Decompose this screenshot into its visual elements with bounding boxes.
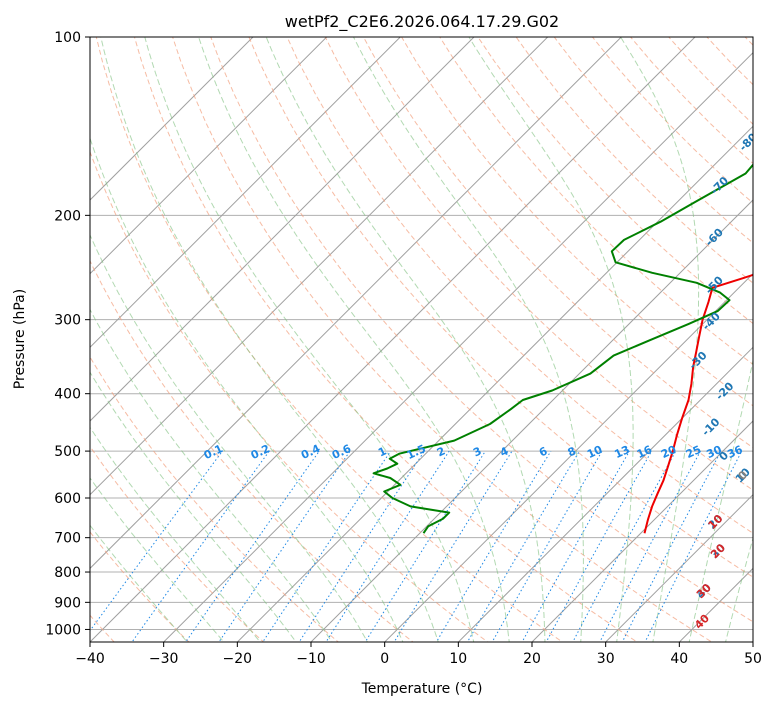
x-tick-label: −30	[149, 651, 179, 667]
x-axis-title: Temperature (°C)	[361, 681, 483, 697]
dry-adiabat-line	[770, 24, 775, 654]
isotherm-line	[236, 125, 753, 642]
mixing-ratio-line	[325, 450, 450, 642]
isotherm-line	[90, 37, 475, 422]
moist-adiabat-line	[90, 426, 261, 642]
plot-background	[90, 37, 753, 642]
reference-lines	[90, 24, 775, 654]
x-tick-label: −20	[223, 651, 253, 667]
moist-adiabat-line	[90, 477, 225, 642]
mixing-ratio-line	[131, 450, 270, 642]
mixing-ratio-line	[262, 450, 392, 642]
moist-adiabat-line	[90, 233, 369, 642]
isotherm-line	[457, 346, 753, 642]
dry-adiabat-line	[401, 37, 753, 407]
mixing-ratio-line	[90, 450, 223, 632]
moist-adiabat-line	[265, 37, 546, 642]
y-tick-label: 900	[54, 595, 81, 611]
isotherm-line	[90, 37, 328, 275]
dry-adiabat-line	[90, 531, 190, 642]
mixing-ratio-line	[393, 450, 513, 642]
axis-ticks: −40 −30 −20 −10 0 10 20 30 40 50 100 200 300 400 500 60…	[45, 30, 762, 667]
isotherm-line	[90, 37, 623, 570]
y-tick-label: 600	[54, 491, 81, 507]
moist-adiabat-line	[725, 536, 753, 642]
mixing-ratio-line	[364, 450, 486, 642]
x-tick-label: 30	[597, 651, 615, 667]
x-tick-label: 0	[380, 651, 389, 667]
mixing-ratio-label: 30	[704, 443, 724, 461]
x-tick-label: 10	[449, 651, 467, 667]
mixing-ratio-label: 20	[659, 443, 679, 461]
x-tick-label: 40	[670, 651, 688, 667]
mixing-ratio-label: 36	[725, 443, 745, 461]
chart-title: wetPf2_C2E6.2026.064.17.29.G02	[285, 12, 559, 32]
sounding-traces	[372, 163, 753, 534]
moist-adiabat-line	[468, 37, 634, 642]
mixing-ratio-line	[466, 450, 580, 642]
y-axis-title: Pressure (hPa)	[12, 289, 28, 389]
mixing-ratio-label: 10	[585, 443, 605, 461]
x-tick-label: 20	[523, 651, 541, 667]
plot-frame	[89, 36, 754, 643]
dry-adiabat-label: -90	[759, 86, 775, 109]
mixing-ratio-label: 13	[612, 443, 631, 461]
moist-adiabat-line	[90, 308, 333, 642]
isotherm-line	[90, 37, 402, 349]
y-tick-label: 200	[54, 208, 81, 224]
mixing-ratio-line	[599, 450, 701, 642]
dewpoint-trace	[372, 163, 753, 534]
isotherm-line	[383, 272, 753, 642]
x-tick-label: −40	[75, 651, 105, 667]
isotherm-line	[90, 37, 254, 201]
y-tick-label: 700	[54, 531, 81, 547]
isotherm-line	[604, 493, 753, 642]
moist-adiabat-line	[90, 371, 297, 642]
dry-adiabat-line	[133, 37, 638, 642]
mixing-ratio-line	[545, 450, 653, 642]
x-tick-label: 50	[744, 651, 762, 667]
moist-adiabat-line	[100, 37, 439, 642]
dry-adiabat-line	[210, 37, 753, 623]
y-tick-label: 300	[54, 313, 81, 329]
isotherm-line	[90, 37, 549, 496]
mixing-ratio-line	[491, 450, 603, 642]
mixing-ratio-label: 16	[635, 443, 655, 461]
moist-adiabat-line	[90, 524, 188, 642]
y-tick-label: 800	[54, 565, 81, 581]
dry-adiabat-line	[362, 37, 753, 449]
isotherm-line	[90, 37, 696, 642]
dry-adiabat-line	[90, 259, 414, 642]
x-tick-label: −10	[296, 651, 326, 667]
y-tick-label: 400	[54, 387, 81, 403]
mixing-ratio-line	[218, 450, 351, 642]
dry-adiabat-line	[286, 37, 753, 534]
isotherm-line	[310, 199, 753, 642]
moist-adiabat-line	[90, 136, 404, 642]
dry-adiabat-line	[248, 37, 753, 578]
y-tick-label: 1000	[45, 622, 81, 638]
mixing-ratio-line	[298, 450, 425, 642]
dry-adiabat-line	[95, 37, 564, 642]
y-tick-label: 500	[54, 444, 81, 460]
temperature-trace	[643, 273, 753, 534]
dry-adiabat-line	[324, 37, 753, 491]
moist-adiabat-line	[620, 37, 700, 642]
dry-adiabat-line	[90, 150, 489, 642]
moist-adiabat-line	[688, 358, 753, 642]
mixing-ratio-label: 25	[684, 443, 703, 461]
dry-adiabat-line	[90, 356, 340, 642]
dry-adiabat-line	[172, 37, 713, 642]
moist-adiabat-line	[352, 37, 584, 642]
moist-adiabat-line	[198, 37, 510, 642]
mixing-ratio-line	[572, 450, 677, 642]
dry-adiabat-line	[90, 445, 265, 642]
y-tick-label: 100	[54, 30, 81, 46]
mixing-ratio-line	[435, 450, 552, 642]
isotherm-line	[162, 51, 753, 642]
moist-adiabat-line	[144, 37, 475, 642]
